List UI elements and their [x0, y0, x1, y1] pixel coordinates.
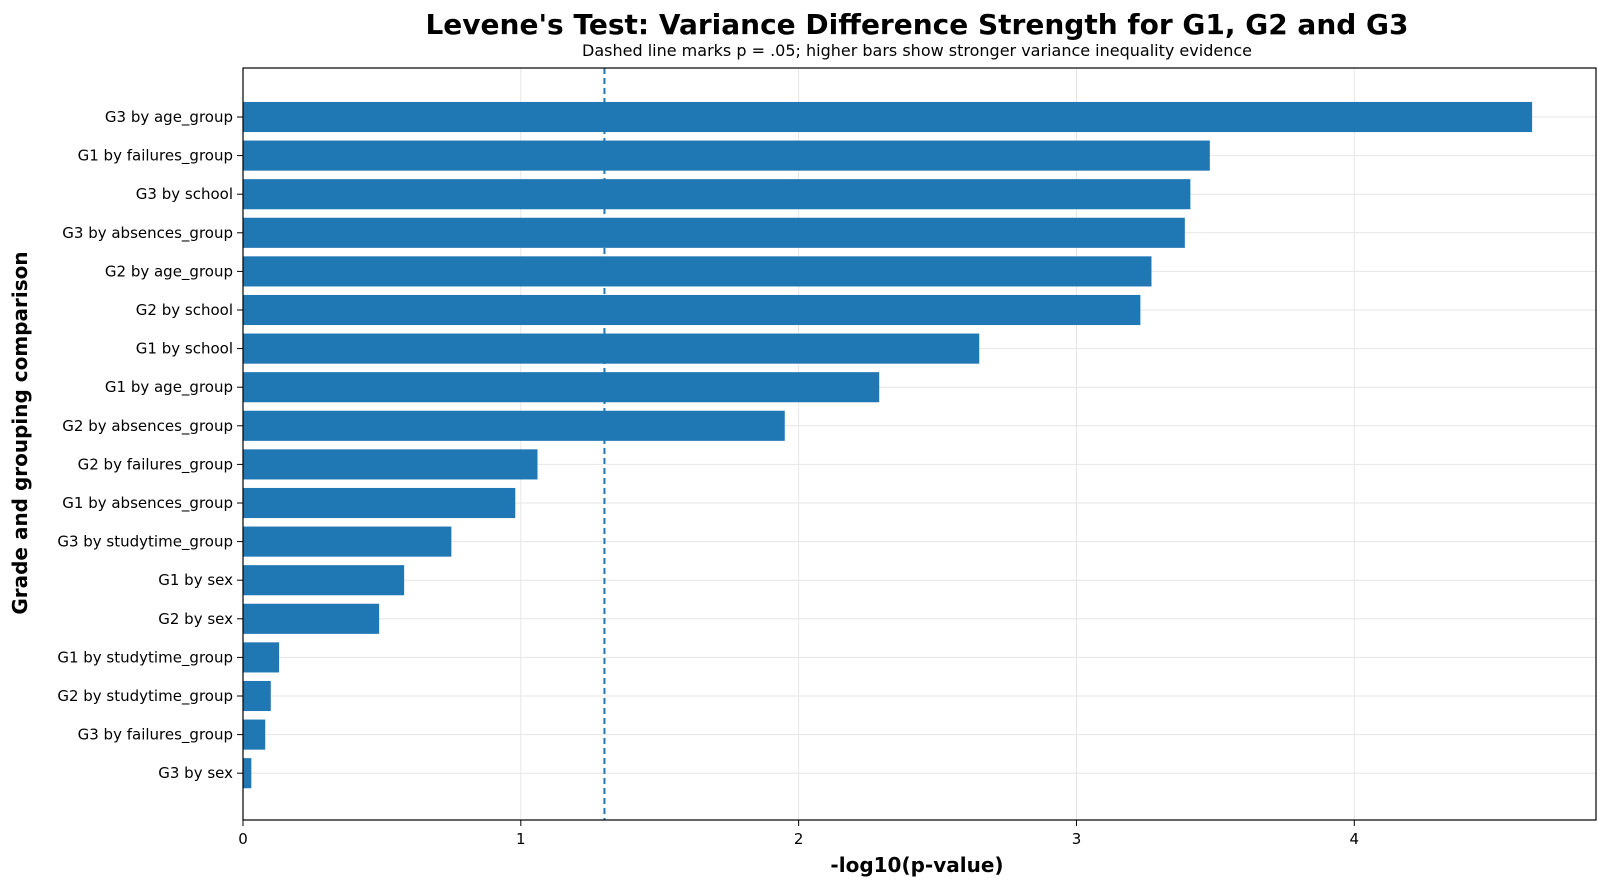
x-tick-label: 1 — [516, 830, 526, 848]
y-ticks: G3 by age_group G1 by failures_group G3 by… — [57, 108, 243, 782]
x-ticks: 0 1 2 3 4 — [238, 820, 1359, 848]
y-tick-label: G3 by sex — [158, 764, 233, 782]
bar — [243, 680, 271, 712]
bar — [243, 719, 266, 750]
y-tick-label: G1 by age_group — [105, 378, 233, 397]
y-tick-label: G2 by absences_group — [62, 417, 233, 436]
chart-subtitle: Dashed line marks p = .05; higher bars s… — [582, 41, 1252, 60]
x-axis-label: -log10(p-value) — [830, 853, 1003, 877]
bar — [243, 256, 1152, 287]
y-tick-label: G2 by studytime_group — [57, 687, 233, 706]
y-tick-label: G3 by absences_group — [62, 224, 233, 243]
bar — [243, 603, 380, 634]
y-tick-label: G2 by school — [136, 301, 233, 319]
bar — [243, 372, 880, 403]
bar — [243, 101, 1533, 133]
x-tick-label: 3 — [1072, 830, 1082, 848]
y-tick-label: G3 by studytime_group — [57, 533, 233, 552]
bar — [243, 526, 452, 557]
chart-title: Levene's Test: Variance Difference Stren… — [425, 8, 1408, 41]
y-tick-label: G2 by failures_group — [78, 455, 233, 474]
x-tick-label: 4 — [1350, 830, 1360, 848]
y-tick-label: G1 by absences_group — [62, 494, 233, 513]
bar — [243, 642, 280, 673]
y-tick-label: G1 by studytime_group — [57, 648, 233, 667]
y-tick-label: G3 by school — [136, 185, 233, 203]
bar — [243, 487, 516, 519]
bar — [243, 449, 538, 480]
bar — [243, 410, 785, 441]
x-tick-label: 0 — [238, 830, 248, 848]
bar — [243, 294, 1141, 326]
y-tick-label: G1 by sex — [158, 571, 233, 589]
bar — [243, 140, 1210, 171]
y-axis-label: Grade and grouping comparison — [8, 251, 32, 614]
y-tick-label: G3 by failures_group — [78, 726, 233, 745]
bar — [243, 217, 1185, 248]
y-tick-label: G2 by age_group — [105, 262, 233, 281]
bar — [243, 758, 252, 789]
y-tick-label: G3 by age_group — [105, 108, 233, 127]
x-tick-label: 2 — [794, 830, 804, 848]
y-tick-label: G2 by sex — [158, 610, 233, 628]
plot-frame — [242, 67, 1597, 821]
bar — [243, 333, 980, 364]
bars — [243, 101, 1533, 789]
y-tick-label: G1 by failures_group — [78, 147, 233, 166]
bar — [243, 179, 1191, 210]
y-tick-label: G1 by school — [136, 340, 233, 358]
bar — [243, 565, 405, 596]
